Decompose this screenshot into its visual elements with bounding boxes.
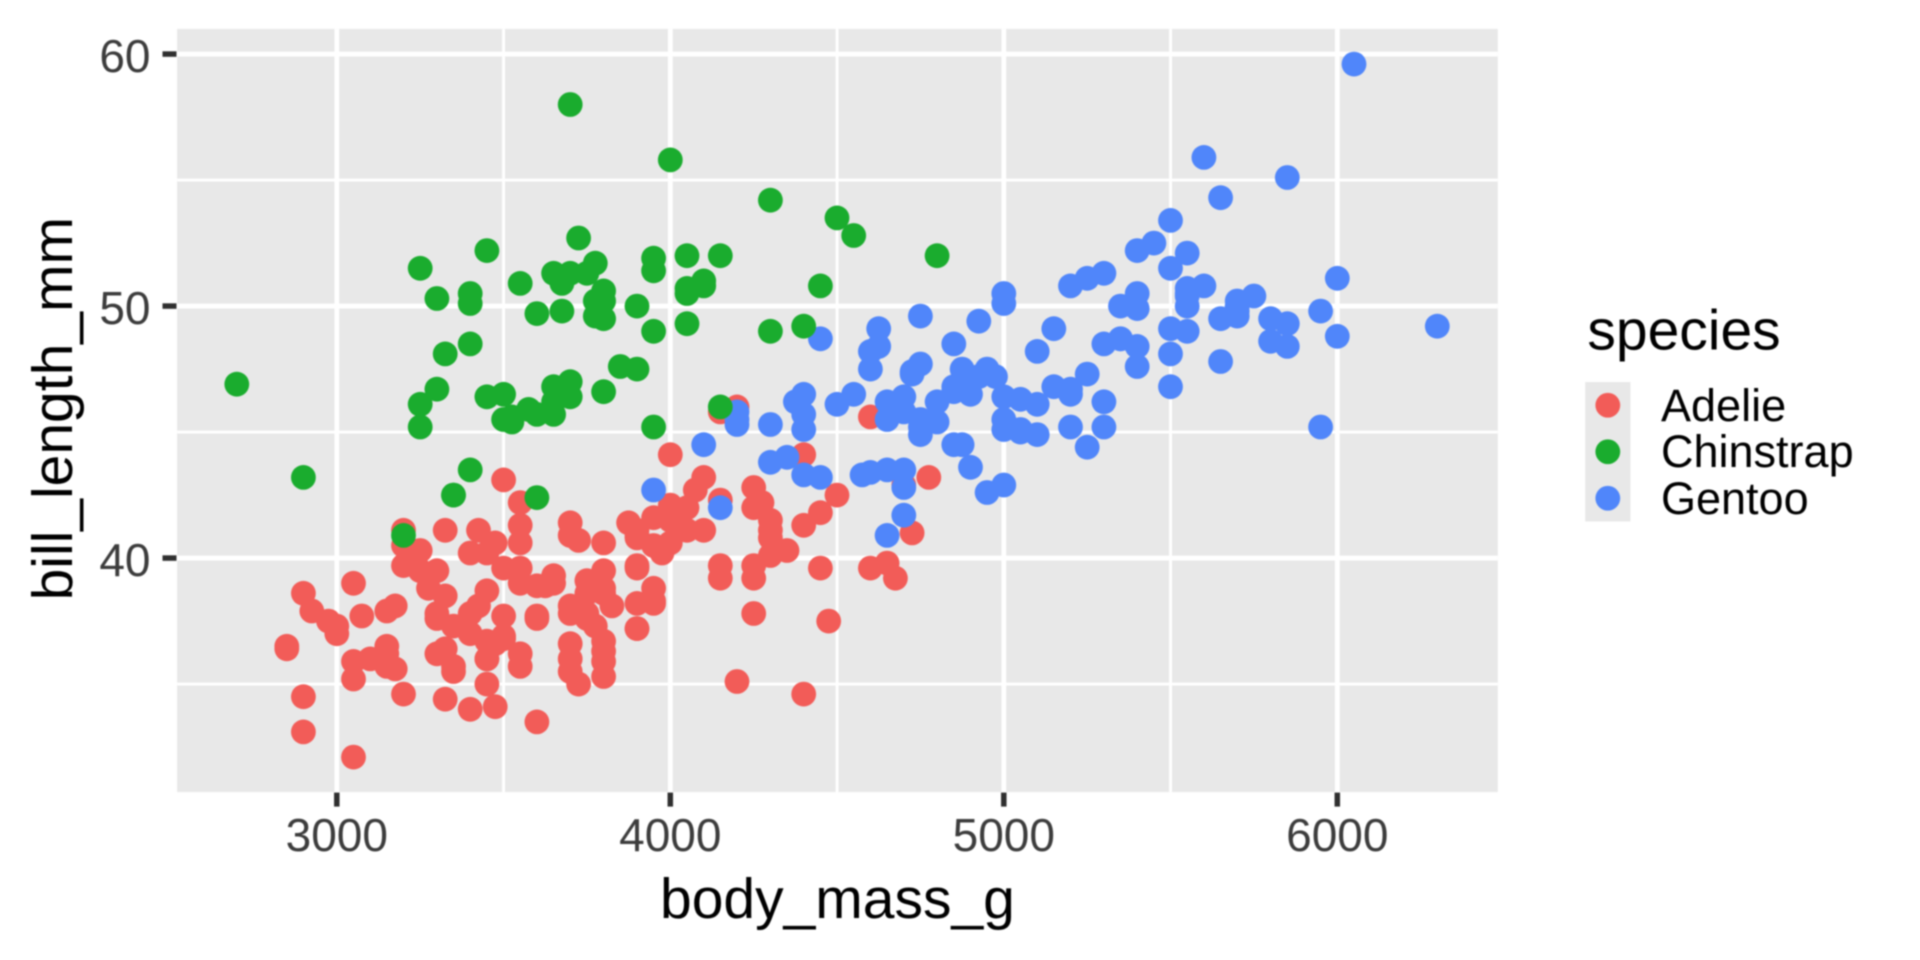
svg-text:4000: 4000	[619, 809, 721, 861]
svg-text:bill_length_mm: bill_length_mm	[21, 217, 85, 600]
svg-text:6000: 6000	[1286, 809, 1388, 861]
svg-text:species: species	[1587, 299, 1780, 363]
svg-text:Adelie: Adelie	[1661, 380, 1786, 431]
svg-text:50: 50	[99, 282, 150, 334]
svg-text:40: 40	[99, 534, 150, 586]
svg-text:5000: 5000	[953, 809, 1055, 861]
svg-text:Gentoo: Gentoo	[1661, 473, 1809, 524]
svg-text:Chinstrap: Chinstrap	[1661, 426, 1854, 477]
svg-text:3000: 3000	[286, 809, 388, 861]
svg-text:60: 60	[99, 30, 150, 82]
svg-text:body_mass_g: body_mass_g	[660, 867, 1015, 931]
